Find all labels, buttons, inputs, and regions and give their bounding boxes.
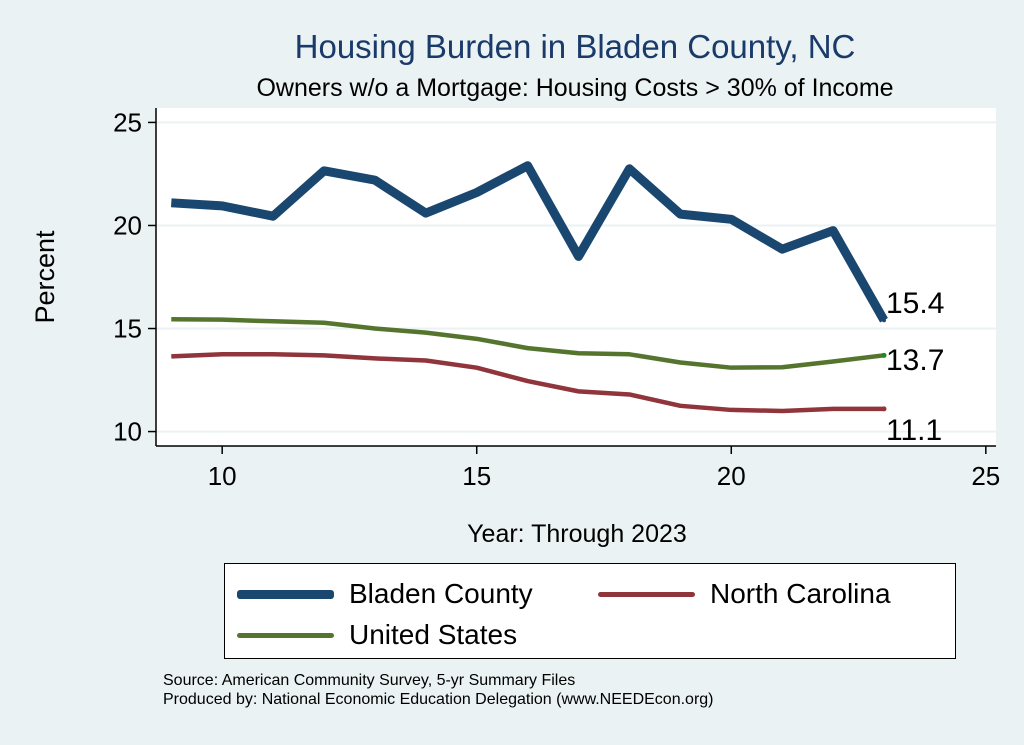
produced-by-line: Produced by: National Economic Education…: [163, 691, 714, 708]
legend-item-united-states: United States: [237, 619, 517, 651]
y-tick-label-15: 15: [113, 314, 142, 344]
end-point-united-states: [881, 352, 887, 358]
legend-swatch-united-states: [237, 632, 334, 638]
end-point-north-carolina: [881, 406, 887, 412]
source-note: Source: American Community Survey, 5-yr …: [163, 671, 714, 709]
x-tick-label-15: 15: [462, 461, 491, 491]
chart-subtitle: Owners w/o a Mortgage: Housing Costs > 3…: [256, 74, 894, 102]
legend-swatch-north-carolina: [598, 591, 695, 597]
legend-label-north-carolina: North Carolina: [710, 578, 891, 609]
y-tick-label-10: 10: [113, 417, 142, 447]
y-axis-label: Percent: [30, 230, 60, 324]
y-tick-label-25: 25: [113, 107, 142, 137]
legend-label-united-states: United States: [349, 619, 518, 650]
end-label-north-carolina: 11.1: [886, 414, 942, 447]
end-point-bladen-county: [882, 318, 886, 323]
series-line-bladen-county: [170, 161, 888, 323]
legend-item-north-carolina: North Carolina: [598, 578, 891, 610]
y-tick-label-20: 20: [113, 210, 142, 240]
legend-swatch-bladen-county: [237, 589, 334, 599]
plot-area: [156, 108, 996, 446]
legend-label-bladen-county: Bladen County: [349, 578, 533, 609]
series-line-united-states: [171, 317, 885, 370]
chart-title: Housing Burden in Bladen County, NC: [294, 28, 856, 65]
line-chart: 10 15 20 25 10 15 20 25 15.4 11.1 13.7 Percent Ye…: [30, 107, 1000, 548]
end-label-united-states: 13.7: [886, 344, 944, 377]
x-tick-label-20: 20: [717, 461, 746, 491]
x-tick-label-10: 10: [208, 461, 237, 491]
source-line: Source: American Community Survey, 5-yr …: [163, 672, 576, 689]
x-tick-label-25: 25: [971, 461, 1000, 491]
end-label-bladen-county: 15.4: [886, 287, 944, 320]
x-axis-label: Year: Through 2023: [467, 520, 687, 548]
legend: Bladen County North Carolina United Stat…: [224, 563, 956, 659]
legend-item-bladen-county: Bladen County: [237, 578, 533, 610]
series-line-north-carolina: [171, 352, 884, 414]
